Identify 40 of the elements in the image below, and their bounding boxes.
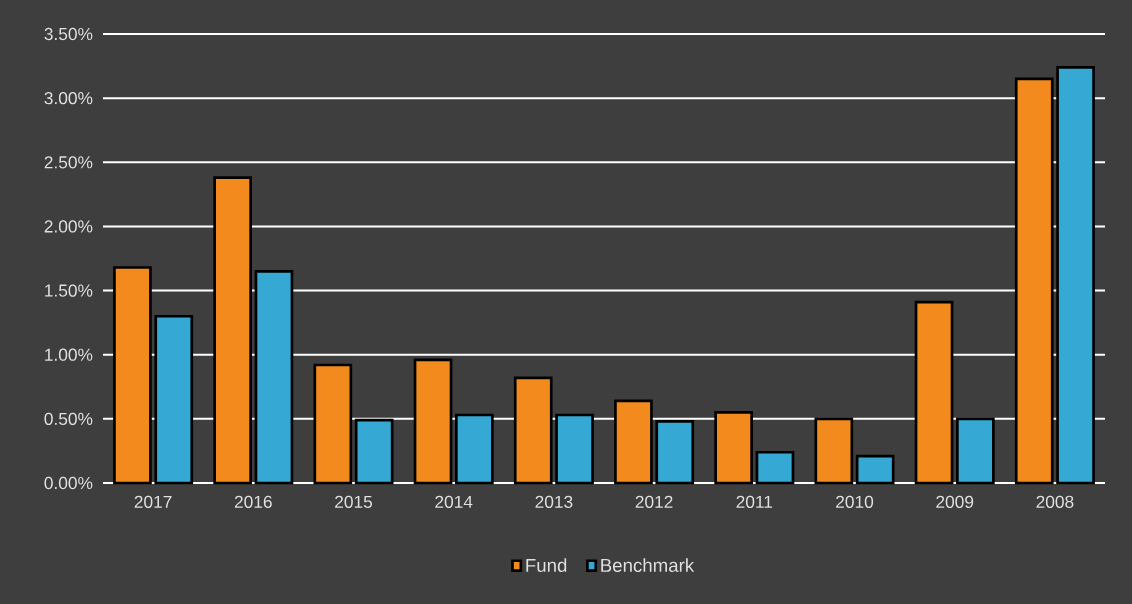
- x-tick-label: 2014: [435, 495, 473, 508]
- x-tick-label: 2011: [736, 495, 773, 508]
- bar: [814, 417, 854, 485]
- bar: [655, 420, 695, 485]
- x-tick-label: 2016: [234, 495, 272, 508]
- bar: [254, 269, 294, 485]
- bar: [513, 376, 553, 485]
- x-tick-label: 2017: [134, 495, 172, 508]
- y-tick-label: 2.50%: [44, 156, 93, 169]
- bar: [113, 266, 152, 485]
- x-tick-label: 2010: [836, 495, 874, 508]
- bar: [914, 300, 954, 485]
- y-tick-label: 0.00%: [44, 476, 93, 490]
- bar: [855, 454, 895, 485]
- x-tick-label: 2009: [936, 495, 974, 508]
- bar: [956, 417, 995, 485]
- bar: [354, 418, 394, 485]
- legend-label: Fund: [526, 558, 567, 573]
- x-tick-label: 2015: [335, 495, 373, 508]
- x-tick-label: 2008: [1036, 495, 1074, 508]
- y-tick-label: 1.00%: [45, 348, 93, 361]
- bar: [413, 358, 453, 485]
- bar: [154, 314, 194, 485]
- legend-label: Benchmark: [601, 558, 695, 573]
- bar: [313, 363, 353, 485]
- bar: [555, 413, 594, 485]
- bar: [1014, 77, 1054, 485]
- bar: [455, 413, 494, 485]
- y-tick-label: 3.50%: [44, 27, 93, 41]
- bar: [1056, 66, 1095, 485]
- bar: [755, 450, 795, 485]
- y-tick-label: 2.00%: [44, 220, 93, 233]
- bar: [213, 176, 252, 485]
- x-tick-label: 2012: [635, 495, 673, 508]
- x-tick-label: 2013: [535, 495, 573, 508]
- y-tick-label: 0.50%: [44, 412, 93, 425]
- y-tick-label: 3.00%: [44, 92, 93, 105]
- bar: [614, 399, 653, 485]
- y-tick-label: 1.50%: [45, 284, 93, 297]
- bar: [714, 411, 753, 485]
